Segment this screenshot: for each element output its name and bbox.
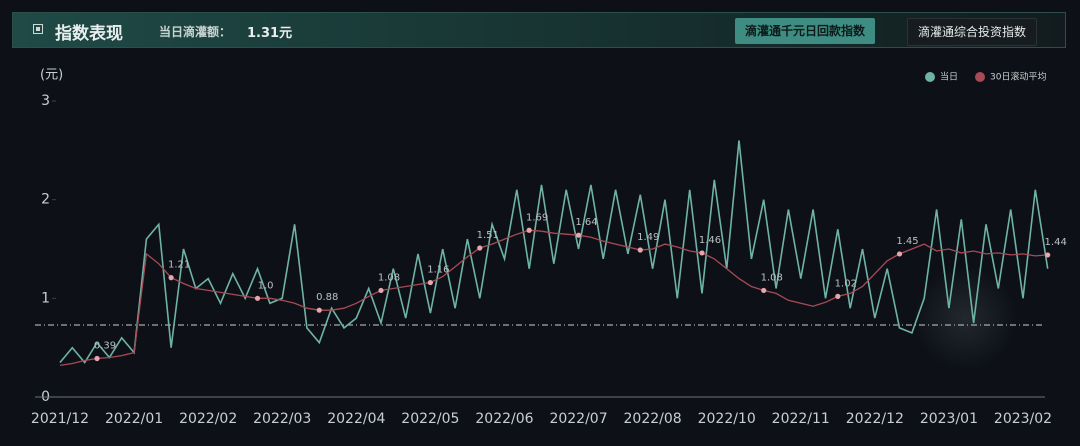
data-label: 1.64 — [575, 217, 597, 228]
data-label: 1.08 — [761, 272, 783, 283]
data-label: 1.45 — [896, 236, 918, 247]
header-title: 指数表现 — [55, 24, 123, 44]
point — [699, 250, 705, 256]
x-tick-label: 2021/12 — [31, 411, 89, 427]
point — [378, 287, 384, 294]
y-tick-label: 3 — [41, 93, 50, 109]
point — [427, 279, 433, 286]
x-tick-label: 2022/02 — [179, 411, 237, 427]
point — [637, 247, 643, 253]
data-label: 1.49 — [637, 232, 659, 243]
x-tick-label: 2022/01 — [105, 411, 163, 427]
data-label: 1.69 — [526, 212, 548, 223]
point — [896, 251, 903, 257]
data-label: 1.51 — [477, 230, 499, 241]
point — [94, 355, 100, 362]
x-tick-label: 2022/04 — [327, 411, 385, 427]
series-line — [59, 229, 1048, 367]
icon — [33, 24, 43, 34]
data-label: 1.02 — [835, 278, 857, 289]
amount-label: 当日滴灌额： — [159, 25, 232, 39]
header-bar: 指数表现 当日滴灌额： 1.31元 滴灌通千元日回款指数 滴灌通综合投资指数 — [12, 12, 1066, 48]
x-tick-label: 2022/06 — [475, 411, 533, 427]
y-tick-label: 2 — [41, 192, 50, 208]
data-label: 1.0 — [258, 280, 274, 291]
x-tick-label: 2022/08 — [624, 411, 682, 427]
data-label: 1.44 — [1045, 237, 1067, 248]
data-label: 0.88 — [316, 292, 338, 303]
legend-swatch — [975, 72, 986, 82]
data-label: 0.39 — [94, 341, 116, 352]
point — [575, 232, 582, 238]
tab[interactable]: 滴灌通综合投资指数 — [907, 18, 1038, 46]
y-unit: (元) — [40, 68, 63, 83]
legend-label: 30日滚动平均 — [990, 71, 1046, 83]
x-tick-label: 2022/03 — [253, 411, 311, 427]
legend-label: 当日 — [940, 71, 958, 83]
x-tick-label: 2023/01 — [920, 411, 978, 427]
y-tick-label: 1 — [41, 290, 50, 306]
point — [168, 275, 174, 281]
x-tick-label: 2022/07 — [549, 411, 607, 427]
data-label: 1.21 — [168, 260, 190, 271]
point — [477, 245, 483, 251]
point — [316, 307, 322, 313]
x-tick-label: 2023/02 — [994, 411, 1052, 427]
x-tick-label: 2022/10 — [698, 411, 756, 427]
tab[interactable]: 滴灌通千元日回款指数 — [735, 18, 876, 44]
legend-swatch — [925, 72, 935, 82]
data-label: 1.08 — [378, 272, 400, 283]
x-tick-label: 2022/05 — [401, 411, 459, 427]
point — [1045, 252, 1051, 258]
x-tick-label: 2022/11 — [772, 411, 830, 427]
point — [254, 295, 261, 301]
data-label: 1.16 — [427, 265, 449, 276]
data-label: 1.46 — [699, 235, 721, 246]
amount-value: 1.31元 — [247, 26, 293, 41]
point — [835, 293, 841, 299]
point — [526, 227, 532, 233]
glow — [913, 266, 1017, 370]
x-tick-label: 2022/12 — [846, 411, 904, 427]
point — [761, 287, 767, 294]
